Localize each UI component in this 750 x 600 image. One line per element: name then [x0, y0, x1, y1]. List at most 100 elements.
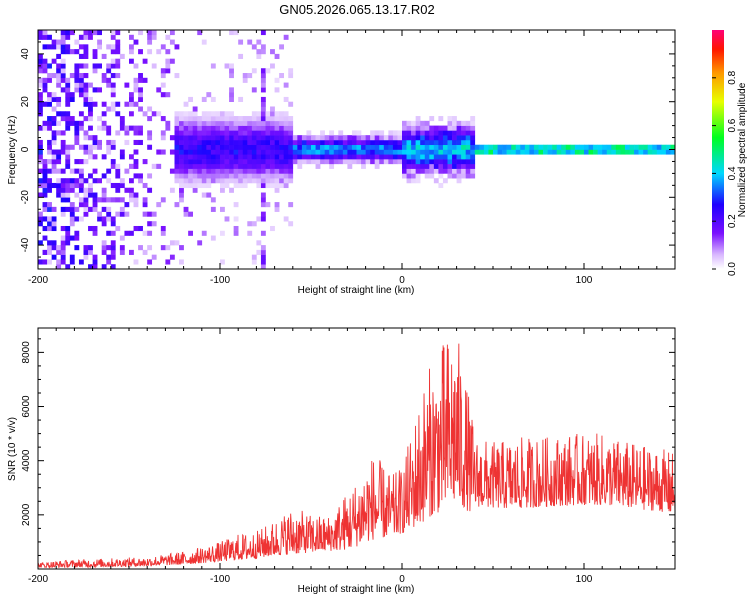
spectrogram-cell	[260, 197, 266, 203]
spectrogram-cell	[470, 154, 476, 160]
spectrogram-cell	[60, 130, 66, 136]
spectrogram-cell	[524, 149, 530, 155]
spectrogram-cell	[333, 154, 339, 160]
spectrogram-cell	[201, 144, 207, 150]
spectrogram-cell	[301, 144, 307, 150]
spectrogram-cell	[206, 149, 212, 155]
spectrogram-cell	[224, 125, 230, 131]
spectrogram-cell	[251, 149, 257, 155]
spectrogram-cell	[188, 111, 193, 117]
spectrogram-cell	[565, 149, 571, 155]
spectrogram-cell	[456, 178, 462, 184]
spectrogram-cell	[424, 135, 430, 141]
spectrogram-cell	[438, 168, 444, 174]
spectrogram-cell	[420, 168, 426, 174]
spectrogram-cell	[83, 92, 89, 98]
spectrogram-cell	[461, 144, 466, 150]
spectrogram-cell	[69, 202, 75, 208]
spectrogram-cell	[265, 144, 271, 150]
spectrogram-cell	[47, 182, 52, 189]
spectrogram-cell	[106, 44, 112, 50]
spectrogram-cell	[470, 120, 476, 126]
spectrogram-cell	[220, 173, 225, 179]
spectrogram-cell	[210, 235, 216, 241]
spectrogram-cell	[452, 163, 457, 169]
spectrogram-cell	[333, 149, 339, 155]
spectrogram-cell	[415, 144, 421, 150]
spectrogram-cell	[229, 30, 234, 36]
spectrogram-cell	[65, 44, 71, 50]
spectrogram-cell	[283, 144, 289, 150]
spectrogram-cell	[188, 149, 193, 155]
spectrogram-cell	[270, 168, 275, 174]
spectrogram-cell	[56, 182, 62, 189]
spectrogram-cell	[229, 96, 234, 102]
spectrogram-cell	[201, 154, 207, 160]
spectrogram-cell	[270, 154, 275, 160]
spectrogram-cell	[256, 39, 262, 45]
spectrogram-cell	[51, 221, 57, 227]
spectrogram-cell	[65, 163, 71, 169]
spectrogram-cell	[402, 135, 407, 141]
spectrogram-cell	[83, 53, 89, 59]
spectrogram-cell	[383, 149, 389, 155]
spectrogram-cell	[65, 82, 71, 88]
spectrogram-cell	[411, 163, 416, 169]
spectrogram-cell	[47, 178, 52, 184]
spectrogram-cell	[392, 144, 398, 150]
spectrogram-cell	[602, 149, 608, 155]
spectrogram-cell	[65, 149, 71, 155]
spectrogram-cell	[342, 135, 348, 141]
spectrogram-cell	[60, 192, 66, 198]
spectrogram-cell	[38, 211, 43, 217]
spectrogram-cell	[260, 254, 266, 260]
spectrogram-cell	[47, 101, 52, 107]
spectrogram-cell	[288, 135, 294, 141]
spectrogram-cell	[147, 130, 153, 136]
spectrogram-cell	[179, 154, 184, 160]
spectrogram-cell	[92, 63, 98, 69]
spectrogram-cell	[438, 163, 444, 169]
colorbar-tick-label: 0.6	[727, 118, 738, 132]
spectrogram-cell	[192, 125, 198, 131]
spectrogram-cell	[88, 135, 93, 141]
spectrogram-cell	[351, 149, 357, 155]
spectrogram-cell	[119, 149, 125, 155]
spectrogram-cell	[215, 139, 221, 146]
spectrogram-cell	[78, 168, 84, 174]
spectrogram-cell	[251, 144, 257, 150]
spectrogram-cell	[69, 216, 75, 222]
spectrogram-cell	[119, 178, 125, 184]
spectrogram-cell	[433, 154, 439, 160]
spectrogram-cell	[133, 87, 139, 93]
spectrogram-cell	[270, 116, 275, 122]
spectrogram-cell	[60, 111, 66, 117]
spectrogram-cell	[60, 87, 66, 93]
spectrogram-cell	[224, 63, 230, 69]
spectrogram-cell	[424, 139, 430, 146]
spectrogram-cell	[661, 144, 667, 150]
spectrogram-cell	[283, 96, 289, 102]
spectrogram-cell	[424, 154, 430, 160]
spectrogram-cell	[265, 125, 271, 131]
spectrogram-cell	[215, 149, 221, 155]
spectrogram-cell	[370, 154, 375, 160]
spectrogram-cell	[220, 259, 225, 265]
spectrogram-cell	[129, 163, 134, 169]
spectrogram-cell	[74, 192, 80, 198]
spectrogram-cell	[179, 178, 184, 184]
spectrogram-cell	[156, 87, 162, 93]
spectrogram-cell	[256, 135, 262, 141]
spectrogram-cell	[470, 135, 476, 141]
spectrogram-cell	[47, 96, 52, 102]
spectrogram-cell	[265, 120, 271, 126]
spectrogram-cell	[83, 249, 89, 255]
spectrogram-cell	[306, 154, 312, 160]
spectrogram-cell	[183, 178, 189, 184]
spectrogram-cell	[151, 63, 157, 69]
spectrogram-cell	[69, 30, 75, 36]
spectrogram-cell	[424, 163, 430, 169]
spectrogram-cell	[42, 178, 48, 184]
spectrogram-cell	[452, 168, 457, 174]
